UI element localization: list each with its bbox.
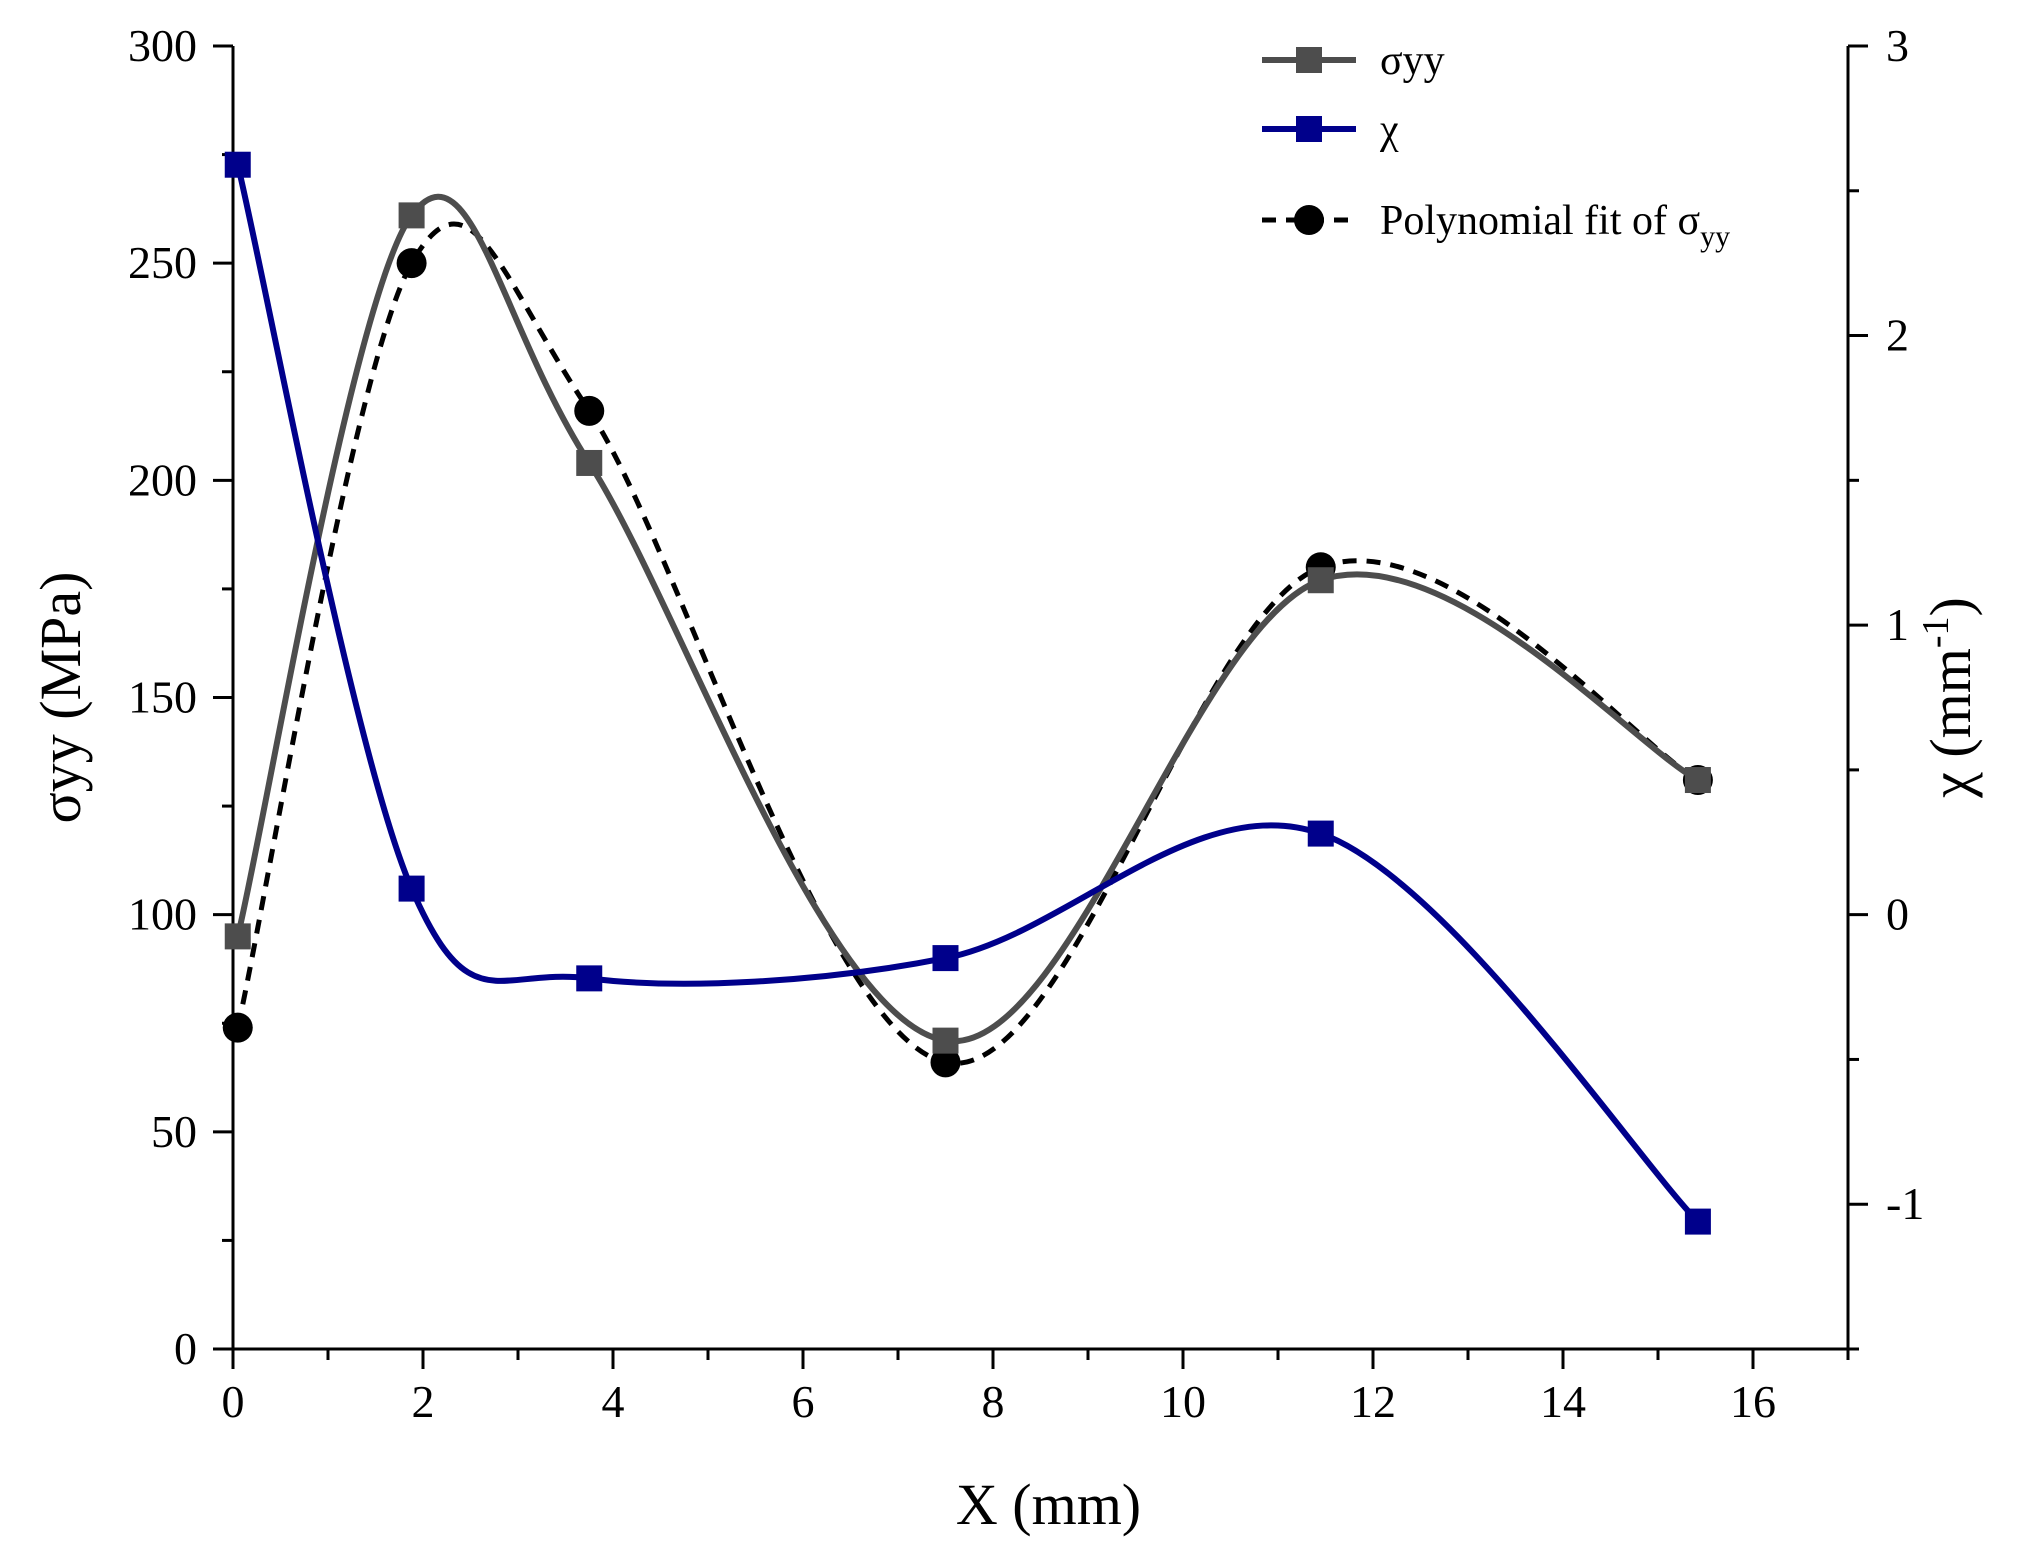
x-tick-label: 8: [982, 1376, 1005, 1427]
x-tick-label: 4: [602, 1376, 625, 1427]
series-1: [224, 151, 1711, 1235]
y-left-tick-label: 100: [128, 889, 197, 940]
legend-item-2: Polynomial fit of σyy: [1262, 198, 1730, 253]
y-left-tick-label: 200: [128, 454, 197, 505]
x-tick-label: 10: [1160, 1376, 1206, 1427]
axes-layer: 0 2 4 6 8 10 12 14 16X (mm)050100150200250300σyy…: [28, 20, 1983, 1537]
y-right-axis-title-close: ): [1918, 597, 1983, 616]
series-0: [224, 193, 1711, 1054]
x-tick-label: 0: [222, 1376, 245, 1427]
y-right-tick-label: -1: [1886, 1178, 1924, 1229]
y-left-tick-label: 50: [151, 1106, 197, 1157]
x-tick-label: 6: [792, 1376, 815, 1427]
series-line-1: [234, 164, 1701, 1224]
legend-label: χ: [1379, 107, 1399, 153]
series-0-point-2: [576, 449, 603, 476]
y-right-axis-title: χ (mm-1): [1915, 597, 1983, 799]
legend: σyy χ Polynomial fit of σyy: [1262, 38, 1730, 253]
series-0-point-5: [1684, 767, 1711, 794]
y-right-tick-label: 3: [1886, 20, 1909, 71]
y-left-tick-label: 250: [128, 237, 197, 288]
series-1-point-4: [1307, 820, 1334, 847]
y-left-tick-label: 300: [128, 20, 197, 71]
legend-label: Polynomial fit of σyy: [1380, 198, 1730, 253]
legend-item-1: χ: [1262, 107, 1399, 153]
y-right-tick-label: 0: [1886, 889, 1909, 940]
y-right-tick-label: 1: [1886, 599, 1909, 650]
x-tick-label: 16: [1730, 1376, 1776, 1427]
series-1-point-0: [224, 151, 251, 178]
series-2-point-0: [222, 1012, 253, 1043]
series-1-point-1: [398, 875, 425, 902]
legend-label: σyy: [1380, 38, 1445, 84]
series-1-point-5: [1684, 1208, 1711, 1235]
x-tick-label: 12: [1350, 1376, 1396, 1427]
x-tick-label: 2: [412, 1376, 435, 1427]
legend-item-0: σyy: [1262, 38, 1445, 84]
legend-marker: [1296, 47, 1322, 73]
x-axis-title: X (mm): [956, 1472, 1141, 1537]
y-right-tick-label: 2: [1886, 310, 1909, 361]
legend-marker: [1296, 116, 1322, 142]
series-2-point-1: [396, 248, 427, 279]
series-1-point-2: [576, 965, 603, 992]
series-line-0: [234, 193, 1700, 1044]
legend-marker: [1294, 205, 1324, 235]
series-0-point-1: [398, 202, 425, 229]
series-2-point-3: [930, 1047, 961, 1078]
series-0-point-0: [224, 923, 251, 950]
y-left-tick-label: 150: [128, 672, 197, 723]
series-0-point-3: [932, 1027, 959, 1054]
series-layer: [222, 151, 1713, 1235]
y-left-axis-title: σyy (MPa): [28, 572, 93, 824]
y-left-tick-label: 0: [174, 1323, 197, 1374]
series-2-point-2: [574, 395, 605, 426]
x-tick-label: 14: [1540, 1376, 1586, 1427]
legend-label-base: Polynomial fit of σ: [1380, 198, 1700, 244]
series-0-point-4: [1307, 567, 1334, 594]
y-right-axis-title-base: χ (mm: [1918, 648, 1983, 799]
legend-label-sub: yy: [1700, 220, 1730, 253]
series-line-2: [235, 221, 1700, 1066]
series-1-point-3: [932, 945, 959, 972]
y-right-axis-title-sup: -1: [1915, 616, 1957, 648]
